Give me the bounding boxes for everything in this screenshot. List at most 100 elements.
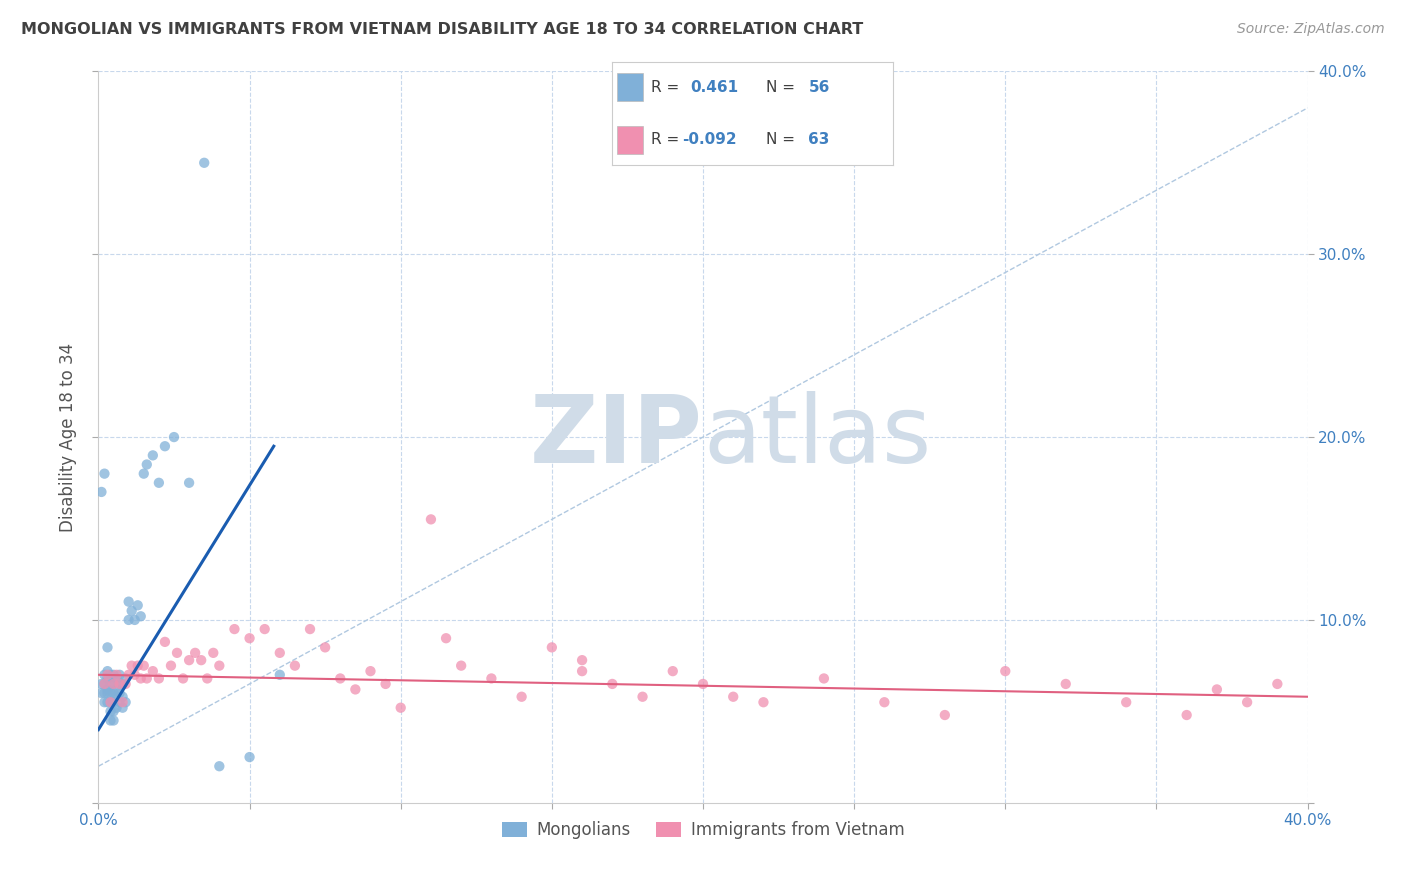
Point xyxy=(100,686,122,700)
Point xyxy=(571,664,593,678)
Point xyxy=(132,658,155,673)
Point xyxy=(1054,677,1077,691)
Point xyxy=(723,690,745,704)
Point xyxy=(96,672,118,686)
Point xyxy=(118,667,141,681)
Point xyxy=(510,690,533,704)
Point xyxy=(103,677,125,691)
Point xyxy=(103,686,125,700)
Point xyxy=(994,664,1017,678)
Point xyxy=(118,594,141,608)
Point xyxy=(1175,708,1198,723)
Point xyxy=(111,690,134,704)
Point xyxy=(105,700,128,714)
Point xyxy=(129,672,152,686)
Point xyxy=(96,695,118,709)
FancyBboxPatch shape xyxy=(617,126,643,153)
Point xyxy=(166,646,188,660)
Point xyxy=(135,458,157,472)
Point xyxy=(124,613,146,627)
Point xyxy=(121,658,143,673)
Point xyxy=(299,622,322,636)
Point xyxy=(129,609,152,624)
Point xyxy=(96,686,118,700)
FancyBboxPatch shape xyxy=(617,73,643,101)
Point xyxy=(90,686,112,700)
Point xyxy=(284,658,307,673)
Text: N =: N = xyxy=(766,79,796,95)
Point xyxy=(105,682,128,697)
Point xyxy=(142,664,165,678)
Text: MONGOLIAN VS IMMIGRANTS FROM VIETNAM DISABILITY AGE 18 TO 34 CORRELATION CHART: MONGOLIAN VS IMMIGRANTS FROM VIETNAM DIS… xyxy=(21,22,863,37)
Point xyxy=(93,467,115,481)
Point xyxy=(135,672,157,686)
Point xyxy=(103,677,125,691)
Point xyxy=(100,695,122,709)
Text: 0.461: 0.461 xyxy=(690,79,738,95)
Point xyxy=(96,640,118,655)
Point xyxy=(100,695,122,709)
Point xyxy=(124,667,146,681)
Point xyxy=(118,613,141,627)
Point xyxy=(239,750,262,764)
Point xyxy=(90,677,112,691)
Point xyxy=(661,664,683,678)
Point xyxy=(752,695,775,709)
Point xyxy=(692,677,714,691)
Point xyxy=(269,667,291,681)
Point xyxy=(96,682,118,697)
Point xyxy=(96,667,118,681)
Point xyxy=(108,695,131,709)
Point xyxy=(163,430,186,444)
Point xyxy=(360,664,382,678)
Point xyxy=(934,708,956,723)
Point xyxy=(208,658,231,673)
Point xyxy=(420,512,443,526)
Point xyxy=(602,677,624,691)
Point xyxy=(374,677,396,691)
Point xyxy=(1267,677,1289,691)
Point xyxy=(631,690,654,704)
Text: R =: R = xyxy=(651,79,679,95)
Point xyxy=(93,667,115,681)
Point xyxy=(103,714,125,728)
Point xyxy=(434,632,457,646)
Point xyxy=(195,672,218,686)
Point xyxy=(111,700,134,714)
Point xyxy=(190,653,212,667)
Point xyxy=(90,485,112,500)
Point xyxy=(114,672,136,686)
Point xyxy=(148,672,170,686)
Point xyxy=(179,653,201,667)
Point xyxy=(269,646,291,660)
Point xyxy=(108,686,131,700)
Point xyxy=(184,646,207,660)
Point xyxy=(114,677,136,691)
Point xyxy=(96,664,118,678)
Point xyxy=(1206,682,1229,697)
Point xyxy=(108,677,131,691)
Point xyxy=(105,672,128,686)
Point xyxy=(100,714,122,728)
Point xyxy=(571,653,593,667)
Text: 63: 63 xyxy=(808,132,830,147)
Text: R =: R = xyxy=(651,132,679,147)
Point xyxy=(193,156,215,170)
Point xyxy=(239,632,262,646)
Point xyxy=(103,667,125,681)
Point xyxy=(111,695,134,709)
Y-axis label: Disability Age 18 to 34: Disability Age 18 to 34 xyxy=(59,343,77,532)
Point xyxy=(1236,695,1258,709)
Point xyxy=(111,677,134,691)
Point xyxy=(253,622,276,636)
Point xyxy=(121,604,143,618)
Point xyxy=(813,672,835,686)
Text: Source: ZipAtlas.com: Source: ZipAtlas.com xyxy=(1237,22,1385,37)
Text: -0.092: -0.092 xyxy=(682,132,737,147)
Point xyxy=(148,475,170,490)
Point xyxy=(314,640,336,655)
Point xyxy=(132,467,155,481)
Point xyxy=(153,635,176,649)
Point xyxy=(100,705,122,719)
Point xyxy=(344,682,367,697)
